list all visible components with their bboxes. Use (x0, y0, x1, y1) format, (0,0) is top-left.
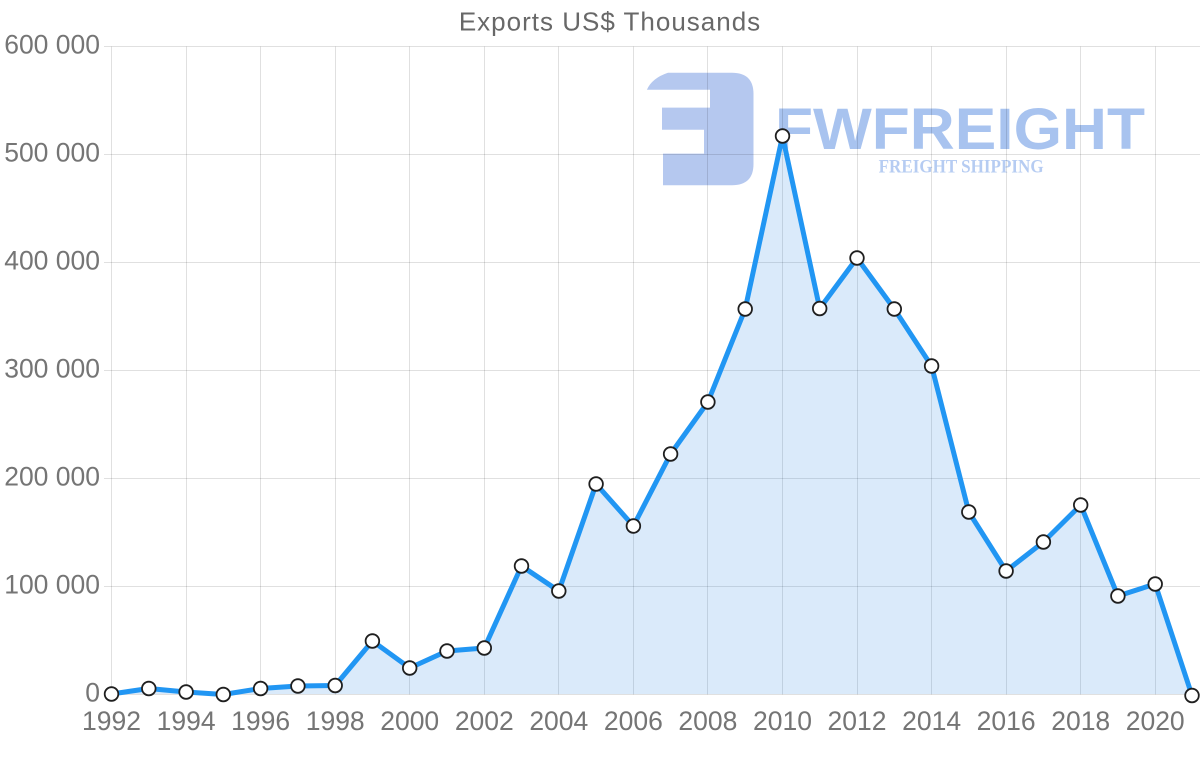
svg-text:0: 0 (85, 678, 100, 708)
svg-text:FREIGHT SHIPPING: FREIGHT SHIPPING (879, 157, 1044, 178)
svg-text:2004: 2004 (529, 706, 588, 736)
svg-text:1998: 1998 (306, 706, 365, 736)
svg-text:2006: 2006 (604, 706, 663, 736)
svg-text:100 000: 100 000 (4, 570, 100, 600)
svg-text:400 000: 400 000 (4, 246, 100, 276)
svg-text:1992: 1992 (82, 706, 141, 736)
svg-text:2020: 2020 (1126, 706, 1185, 736)
svg-text:500 000: 500 000 (4, 138, 100, 168)
svg-text:2000: 2000 (380, 706, 439, 736)
svg-text:2016: 2016 (977, 706, 1036, 736)
svg-text:600 000: 600 000 (4, 30, 100, 60)
svg-text:2010: 2010 (753, 706, 812, 736)
svg-text:Exports US$ Thousands: Exports US$ Thousands (459, 7, 761, 37)
svg-text:FWFREIGHT: FWFREIGHT (775, 97, 1145, 162)
svg-text:2012: 2012 (828, 706, 887, 736)
svg-text:1996: 1996 (231, 706, 290, 736)
svg-text:2014: 2014 (902, 706, 961, 736)
svg-text:200 000: 200 000 (4, 462, 100, 492)
svg-text:300 000: 300 000 (4, 354, 100, 384)
svg-text:2018: 2018 (1051, 706, 1110, 736)
svg-text:2008: 2008 (678, 706, 737, 736)
svg-text:2002: 2002 (455, 706, 514, 736)
svg-text:1994: 1994 (157, 706, 216, 736)
